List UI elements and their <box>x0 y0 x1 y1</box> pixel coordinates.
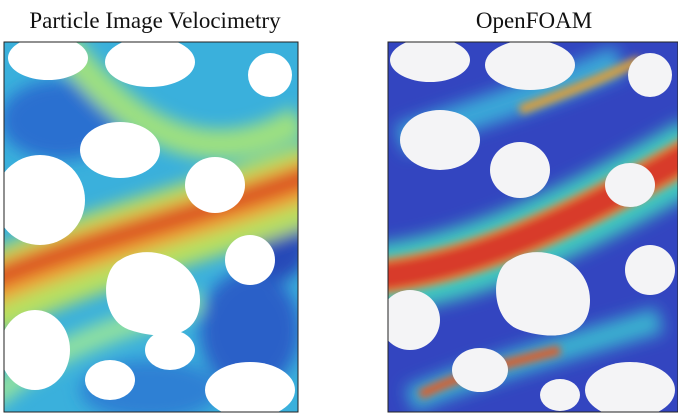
panel-title: Particle Image Velocimetry <box>29 8 281 33</box>
piv-field <box>0 36 320 416</box>
cfd-field <box>370 38 678 416</box>
figure: Particle Image Velocimetry OpenFOAM <box>0 0 678 416</box>
panel-title: OpenFOAM <box>476 8 592 33</box>
